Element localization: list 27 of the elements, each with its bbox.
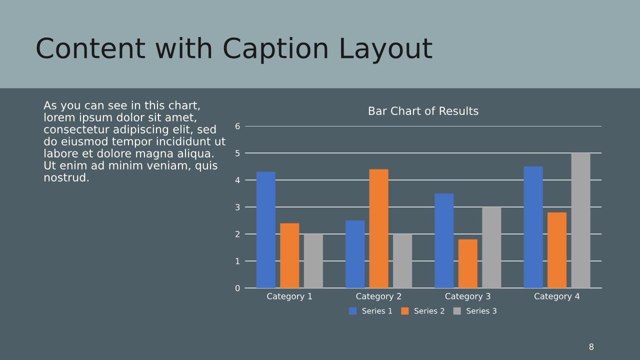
bar <box>369 169 388 288</box>
bar <box>393 234 412 288</box>
x-tick-label: Category 1 <box>267 293 312 301</box>
x-tick-label: Category 3 <box>445 293 490 301</box>
bar <box>280 223 300 288</box>
text: 8 <box>589 344 594 350</box>
x-tick-label: Category 2 <box>356 293 401 301</box>
y-tick-label: 3 <box>236 204 240 210</box>
bar <box>346 220 365 288</box>
y-tick-label: 5 <box>236 150 240 156</box>
y-tick-label: 4 <box>235 177 240 184</box>
y-tick-label: 0 <box>236 284 240 292</box>
y-tick-label: 6 <box>236 122 240 130</box>
bar <box>304 234 323 288</box>
text: Content with Caption Layout <box>36 36 432 64</box>
x-tick-label: Category 4 <box>534 293 580 301</box>
bar <box>434 194 454 288</box>
bar <box>482 207 502 288</box>
bar <box>524 166 543 288</box>
text: As you can see in this chart, lorem ipsum dolor sit amet, consectetur adipiscing elit, sed do eiusmod tempor incididunt ut labore et dolore magna aliqua. Ut enim ad minim veniam, quis nostrud. <box>44 100 226 182</box>
bar <box>256 172 276 288</box>
bar <box>571 153 590 288</box>
bar <box>458 239 478 288</box>
y-tick-label: 2 <box>236 230 240 238</box>
bar <box>548 212 567 288</box>
y-tick-label: 1 <box>236 258 240 264</box>
chart-title: Bar Chart of Results <box>368 106 478 116</box>
